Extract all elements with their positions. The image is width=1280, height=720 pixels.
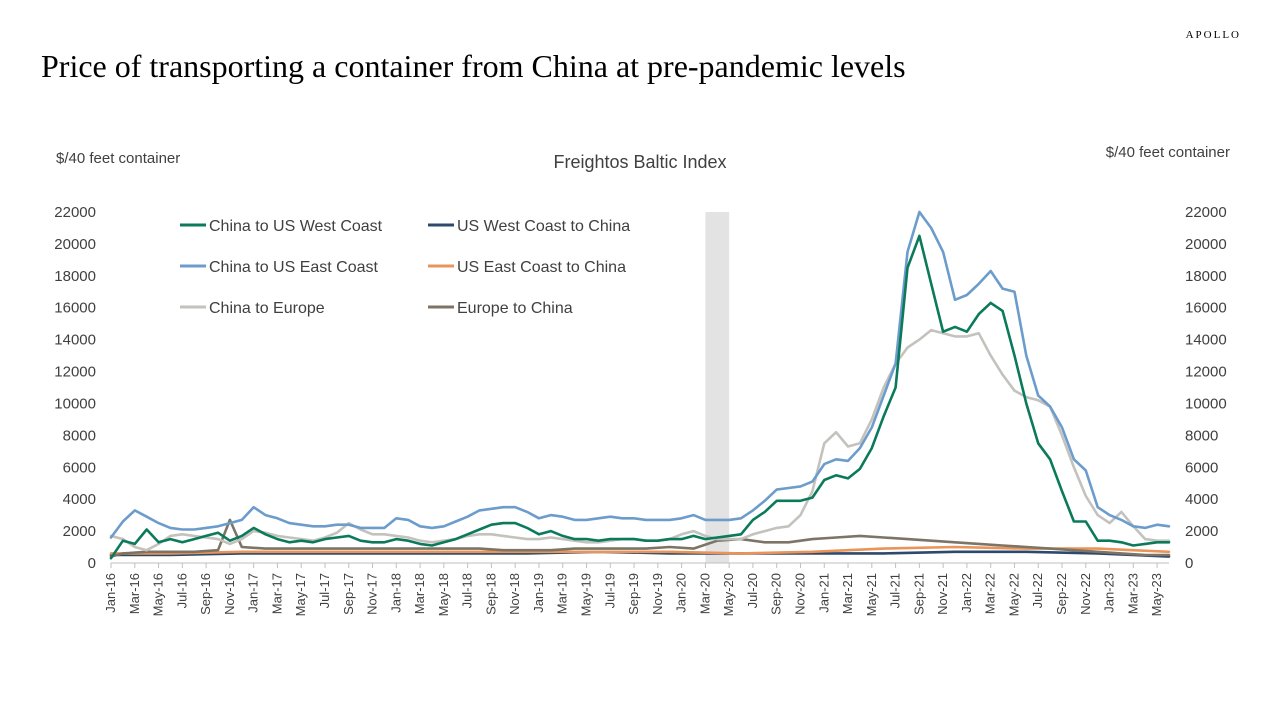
- legend-label: US East Coast to China: [457, 259, 626, 276]
- x-tick-label: Nov-19: [650, 573, 665, 615]
- series-line-china-to-us-east-coast: [109, 210, 1171, 539]
- x-tick-label: Jan-20: [674, 573, 689, 613]
- series-line-us-east-coast-to-china: [109, 545, 1171, 555]
- x-tick-label: Jan-22: [959, 573, 974, 613]
- x-tick-label: Mar-17: [269, 573, 284, 614]
- y-tick-label-right: 6000: [1185, 459, 1218, 476]
- x-tick-label: Sep-16: [198, 573, 213, 615]
- x-tick-label: Mar-20: [697, 573, 712, 614]
- x-tick-label: Jul-20: [745, 573, 760, 608]
- x-tick-label: Jul-16: [174, 573, 189, 608]
- y-tick-label-right: 0: [1185, 555, 1193, 572]
- x-tick-label: Jul-19: [602, 573, 617, 608]
- brand-logo: APOLLO: [1185, 29, 1241, 41]
- y-tick-label-right: 2000: [1185, 523, 1218, 540]
- y-tick-label-left: 0: [88, 555, 96, 572]
- x-tick-label: Jul-18: [460, 573, 475, 608]
- x-tick-label: Jan-18: [388, 573, 403, 613]
- y-tick-label-left: 16000: [54, 300, 96, 317]
- y-tick-label-right: 16000: [1185, 300, 1227, 317]
- x-tick-label: Nov-20: [792, 573, 807, 615]
- x-tick-label: May-17: [293, 573, 308, 616]
- x-tick-label: Mar-18: [412, 573, 427, 614]
- x-tick-label: Sep-17: [341, 573, 356, 615]
- x-tick-label: Sep-19: [626, 573, 641, 615]
- x-tick-label: Mar-23: [1125, 573, 1140, 614]
- x-tick-label: Nov-17: [365, 573, 380, 615]
- shaded-period: [705, 212, 730, 563]
- y-tick-label-right: 12000: [1185, 364, 1227, 381]
- x-tick-label: Sep-22: [1054, 573, 1069, 615]
- y-tick-label-left: 6000: [63, 459, 96, 476]
- x-tick-label: Jan-23: [1102, 573, 1117, 613]
- y-tick-label-right: 4000: [1185, 491, 1218, 508]
- y-tick-label-left: 2000: [63, 523, 96, 540]
- legend-label: China to US West Coast: [209, 218, 383, 235]
- x-tick-label: Jul-22: [1030, 573, 1045, 608]
- y-axis-label-left: $/40 feet container: [56, 150, 180, 167]
- x-tick-label: Jan-17: [246, 573, 261, 613]
- y-tick-label-left: 12000: [54, 364, 96, 381]
- legend-label: China to Europe: [209, 300, 325, 317]
- y-tick-label-left: 8000: [63, 427, 96, 444]
- chart-title: Freightos Baltic Index: [553, 152, 726, 172]
- x-tick-label: May-16: [151, 573, 166, 616]
- x-tick-label: Mar-16: [127, 573, 142, 614]
- y-tick-label-left: 18000: [54, 268, 96, 285]
- x-tick-label: Sep-21: [911, 573, 926, 615]
- y-tick-label-right: 10000: [1185, 395, 1227, 412]
- y-tick-label-left: 4000: [63, 491, 96, 508]
- y-tick-label-right: 20000: [1185, 236, 1227, 253]
- y-tick-label-right: 14000: [1185, 332, 1227, 349]
- x-tick-label: Nov-21: [935, 573, 950, 615]
- x-tick-label: Jul-21: [888, 573, 903, 608]
- x-tick-label: Jul-17: [317, 573, 332, 608]
- y-tick-label-left: 14000: [54, 332, 96, 349]
- y-tick-label-left: 20000: [54, 236, 96, 253]
- y-tick-label-right: 8000: [1185, 427, 1218, 444]
- x-tick-label: May-23: [1149, 573, 1164, 616]
- x-tick-label: May-18: [436, 573, 451, 616]
- legend-label: China to US East Coast: [209, 259, 379, 276]
- x-tick-label: Sep-18: [483, 573, 498, 615]
- x-tick-label: Mar-21: [840, 573, 855, 614]
- x-tick-label: May-19: [579, 573, 594, 616]
- x-tick-label: Jan-21: [816, 573, 831, 613]
- x-tick-label: Sep-20: [769, 573, 784, 615]
- x-tick-label: May-20: [721, 573, 736, 616]
- series-line-china-to-us-west-coast: [109, 234, 1171, 560]
- y-axis-label-right: $/40 feet container: [1106, 144, 1230, 161]
- page-title: Price of transporting a container from C…: [41, 48, 906, 84]
- x-tick-label: Jan-19: [531, 573, 546, 613]
- y-tick-label-left: 22000: [54, 204, 96, 221]
- y-tick-label-right: 18000: [1185, 268, 1227, 285]
- x-tick-label: May-22: [1006, 573, 1021, 616]
- series-line-europe-to-china: [109, 518, 1171, 558]
- y-tick-label-right: 22000: [1185, 204, 1227, 221]
- x-tick-label: May-21: [864, 573, 879, 616]
- x-tick-label: Jan-16: [103, 573, 118, 613]
- x-tick-label: Nov-16: [222, 573, 237, 615]
- legend-label: US West Coast to China: [457, 218, 630, 235]
- x-tick-label: Mar-19: [555, 573, 570, 614]
- x-tick-label: Nov-18: [507, 573, 522, 615]
- y-tick-label-left: 10000: [54, 395, 96, 412]
- legend-label: Europe to China: [457, 300, 573, 317]
- x-tick-label: Nov-22: [1078, 573, 1093, 615]
- x-tick-label: Mar-22: [983, 573, 998, 614]
